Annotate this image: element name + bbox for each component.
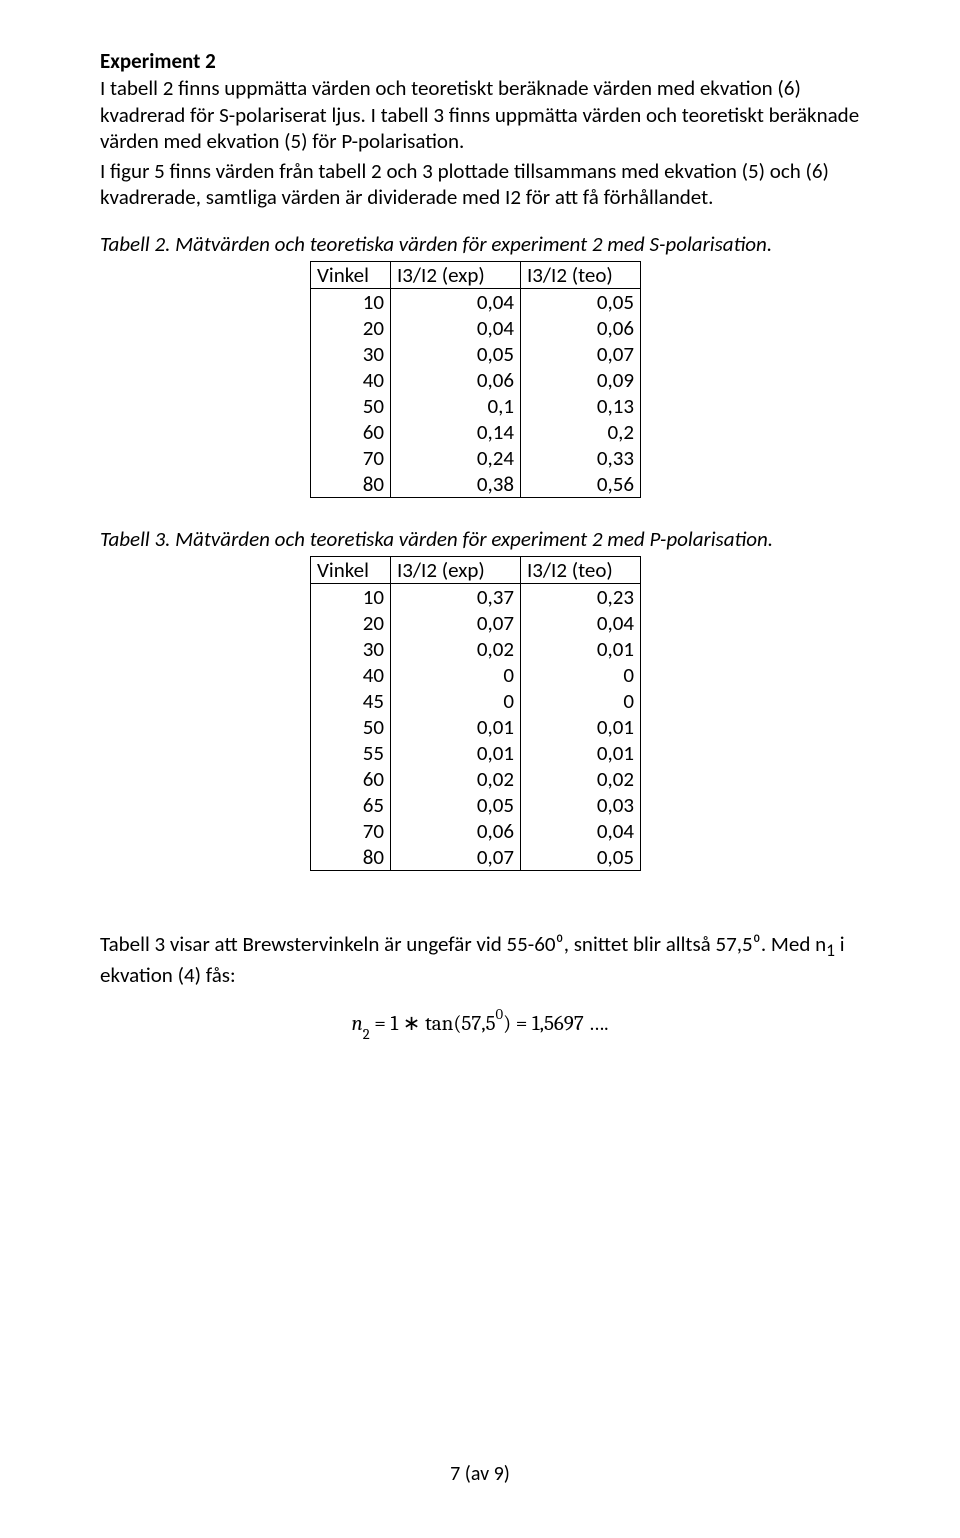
- table-2-cell: 0,04: [391, 315, 521, 341]
- table-2-cell: 0,06: [391, 367, 521, 393]
- table-3-cell: 0,07: [391, 610, 521, 636]
- table-2-cell: 0,33: [521, 445, 641, 471]
- table-3-cell: 0,04: [521, 818, 641, 844]
- table-2-header-row: Vinkel I3/I2 (exp) I3/I2 (teo): [311, 261, 641, 288]
- table-3-row: 700,060,04: [311, 818, 641, 844]
- table-2-row: 100,040,05: [311, 288, 641, 315]
- table-2-row: 300,050,07: [311, 341, 641, 367]
- table-3-cell: 0,01: [521, 636, 641, 662]
- intro-paragraph-1: I tabell 2 finns uppmätta värden och teo…: [100, 75, 860, 154]
- table-3-cell: 0,01: [521, 740, 641, 766]
- table-3-cell: 0: [521, 688, 641, 714]
- table-3-col-0: Vinkel: [311, 557, 391, 584]
- table-3-cell: 0,03: [521, 792, 641, 818]
- table-2-cell: 0,05: [391, 341, 521, 367]
- table-2-cell: 0,38: [391, 471, 521, 498]
- table-2-cell: 0,14: [391, 419, 521, 445]
- table-2-cell: 60: [311, 419, 391, 445]
- table-3-cell: 0,01: [391, 714, 521, 740]
- page-footer: 7 (av 9): [0, 1462, 960, 1486]
- table-3-cell: 0,05: [391, 792, 521, 818]
- table-2-cell: 30: [311, 341, 391, 367]
- table-3-cell: 70: [311, 818, 391, 844]
- table-3-cell: 0: [521, 662, 641, 688]
- table-3-row: 4000: [311, 662, 641, 688]
- intro-paragraph-2: I figur 5 finns värden från tabell 2 och…: [100, 158, 860, 211]
- table-2-col-0: Vinkel: [311, 261, 391, 288]
- table-2-col-1: I3/I2 (exp): [391, 261, 521, 288]
- table-3-cell: 0: [391, 662, 521, 688]
- table-2-cell: 40: [311, 367, 391, 393]
- table-3-cell: 0: [391, 688, 521, 714]
- table-2-row: 200,040,06: [311, 315, 641, 341]
- table-3-cell: 80: [311, 844, 391, 871]
- table-2-cell: 20: [311, 315, 391, 341]
- table-2-cell: 50: [311, 393, 391, 419]
- table-3-row: 4500: [311, 688, 641, 714]
- table-3: Vinkel I3/I2 (exp) I3/I2 (teo) 100,370,2…: [310, 556, 641, 871]
- table-3-cell: 0,07: [391, 844, 521, 871]
- table-3-row: 100,370,23: [311, 584, 641, 611]
- experiment-heading: Experiment 2: [100, 48, 860, 74]
- table-3-cell: 10: [311, 584, 391, 611]
- table-3-row: 300,020,01: [311, 636, 641, 662]
- table-3-cell: 60: [311, 766, 391, 792]
- page-container: Experiment 2 I tabell 2 finns uppmätta v…: [0, 0, 960, 1538]
- table-3-cell: 45: [311, 688, 391, 714]
- table-3-cell: 40: [311, 662, 391, 688]
- table-3-cell: 0,05: [521, 844, 641, 871]
- table-3-col-1: I3/I2 (exp): [391, 557, 521, 584]
- table-3-cell: 55: [311, 740, 391, 766]
- table-3-cell: 0,37: [391, 584, 521, 611]
- table-2-cell: 80: [311, 471, 391, 498]
- table-2-caption: Tabell 2. Mätvärden och teoretiska värde…: [100, 231, 860, 257]
- table-2-cell: 0,2: [521, 419, 641, 445]
- equation: n2 = 1 ∗ tan(57,50) = 1,5697 ….: [100, 1009, 860, 1039]
- table-3-cell: 65: [311, 792, 391, 818]
- closing-paragraph: Tabell 3 visar att Brewstervinkeln är un…: [100, 931, 860, 988]
- table-3-cell: 0,01: [521, 714, 641, 740]
- table-3-row: 800,070,05: [311, 844, 641, 871]
- table-3-cell: 0,06: [391, 818, 521, 844]
- table-3-cell: 0,04: [521, 610, 641, 636]
- table-3-row: 550,010,01: [311, 740, 641, 766]
- table-2-row: 700,240,33: [311, 445, 641, 471]
- table-2-cell: 0,13: [521, 393, 641, 419]
- table-2-cell: 0,24: [391, 445, 521, 471]
- table-3-cell: 50: [311, 714, 391, 740]
- table-3-row: 200,070,04: [311, 610, 641, 636]
- table-3-cell: 20: [311, 610, 391, 636]
- table-2-cell: 0,09: [521, 367, 641, 393]
- table-2-col-2: I3/I2 (teo): [521, 261, 641, 288]
- table-2-cell: 0,56: [521, 471, 641, 498]
- table-2-cell: 70: [311, 445, 391, 471]
- table-3-row: 650,050,03: [311, 792, 641, 818]
- table-2-cell: 0,06: [521, 315, 641, 341]
- table-2-cell: 0,07: [521, 341, 641, 367]
- table-3-caption: Tabell 3. Mätvärden och teoretiska värde…: [100, 526, 860, 552]
- table-2-row: 800,380,56: [311, 471, 641, 498]
- table-2-row: 500,10,13: [311, 393, 641, 419]
- table-2-cell: 0,04: [391, 288, 521, 315]
- table-2-cell: 0,1: [391, 393, 521, 419]
- table-3-cell: 0,02: [521, 766, 641, 792]
- table-2: Vinkel I3/I2 (exp) I3/I2 (teo) 100,040,0…: [310, 261, 641, 498]
- table-3-cell: 0,01: [391, 740, 521, 766]
- table-3-cell: 30: [311, 636, 391, 662]
- table-3-col-2: I3/I2 (teo): [521, 557, 641, 584]
- table-3-cell: 0,02: [391, 766, 521, 792]
- table-2-row: 400,060,09: [311, 367, 641, 393]
- table-3-cell: 0,23: [521, 584, 641, 611]
- table-3-row: 600,020,02: [311, 766, 641, 792]
- table-3-row: 500,010,01: [311, 714, 641, 740]
- table-3-cell: 0,02: [391, 636, 521, 662]
- table-3-header-row: Vinkel I3/I2 (exp) I3/I2 (teo): [311, 557, 641, 584]
- table-2-cell: 10: [311, 288, 391, 315]
- table-2-row: 600,140,2: [311, 419, 641, 445]
- table-2-cell: 0,05: [521, 288, 641, 315]
